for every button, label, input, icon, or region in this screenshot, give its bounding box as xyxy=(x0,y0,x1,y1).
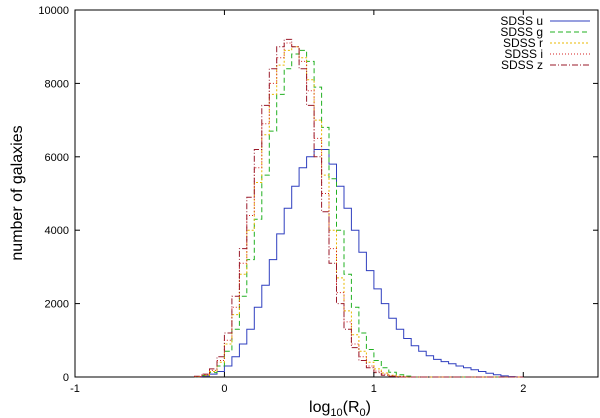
plot-frame xyxy=(74,9,599,378)
legend-label: SDSS i xyxy=(504,47,543,61)
y-tick-label: 10000 xyxy=(38,5,69,17)
x-tick-label: 0 xyxy=(221,383,227,395)
y-axis-title: number of galaxies xyxy=(9,125,26,260)
x-axis-title: log10(R0) xyxy=(309,399,371,418)
legend-label: SDSS u xyxy=(500,14,543,28)
series-line xyxy=(194,46,524,378)
x-axis-title-arg-sub: 0 xyxy=(360,407,366,418)
x-axis-title-close: ) xyxy=(366,399,371,416)
y-tick-label: 0 xyxy=(63,372,69,384)
legend-label: SDSS r xyxy=(503,36,543,50)
y-tick-label: 8000 xyxy=(45,78,69,90)
x-axis-title-base: log xyxy=(309,399,330,416)
y-tick-label: 2000 xyxy=(45,299,69,311)
x-axis-title-arg: (R xyxy=(343,399,360,416)
y-tick-label: 6000 xyxy=(45,152,69,164)
series-line xyxy=(194,38,524,378)
x-axis-title-base-sub: 10 xyxy=(330,407,342,418)
series-line xyxy=(194,149,524,378)
x-tick-label: -1 xyxy=(70,383,80,395)
series-line xyxy=(194,49,524,378)
y-tick-label: 4000 xyxy=(45,225,69,237)
x-tick-label: 2 xyxy=(520,383,526,395)
legend-label: SDSS z xyxy=(501,58,543,72)
x-tick-label: 1 xyxy=(371,383,377,395)
series-line xyxy=(194,42,524,378)
series-layer xyxy=(194,38,524,378)
legend-label: SDSS g xyxy=(500,25,543,39)
